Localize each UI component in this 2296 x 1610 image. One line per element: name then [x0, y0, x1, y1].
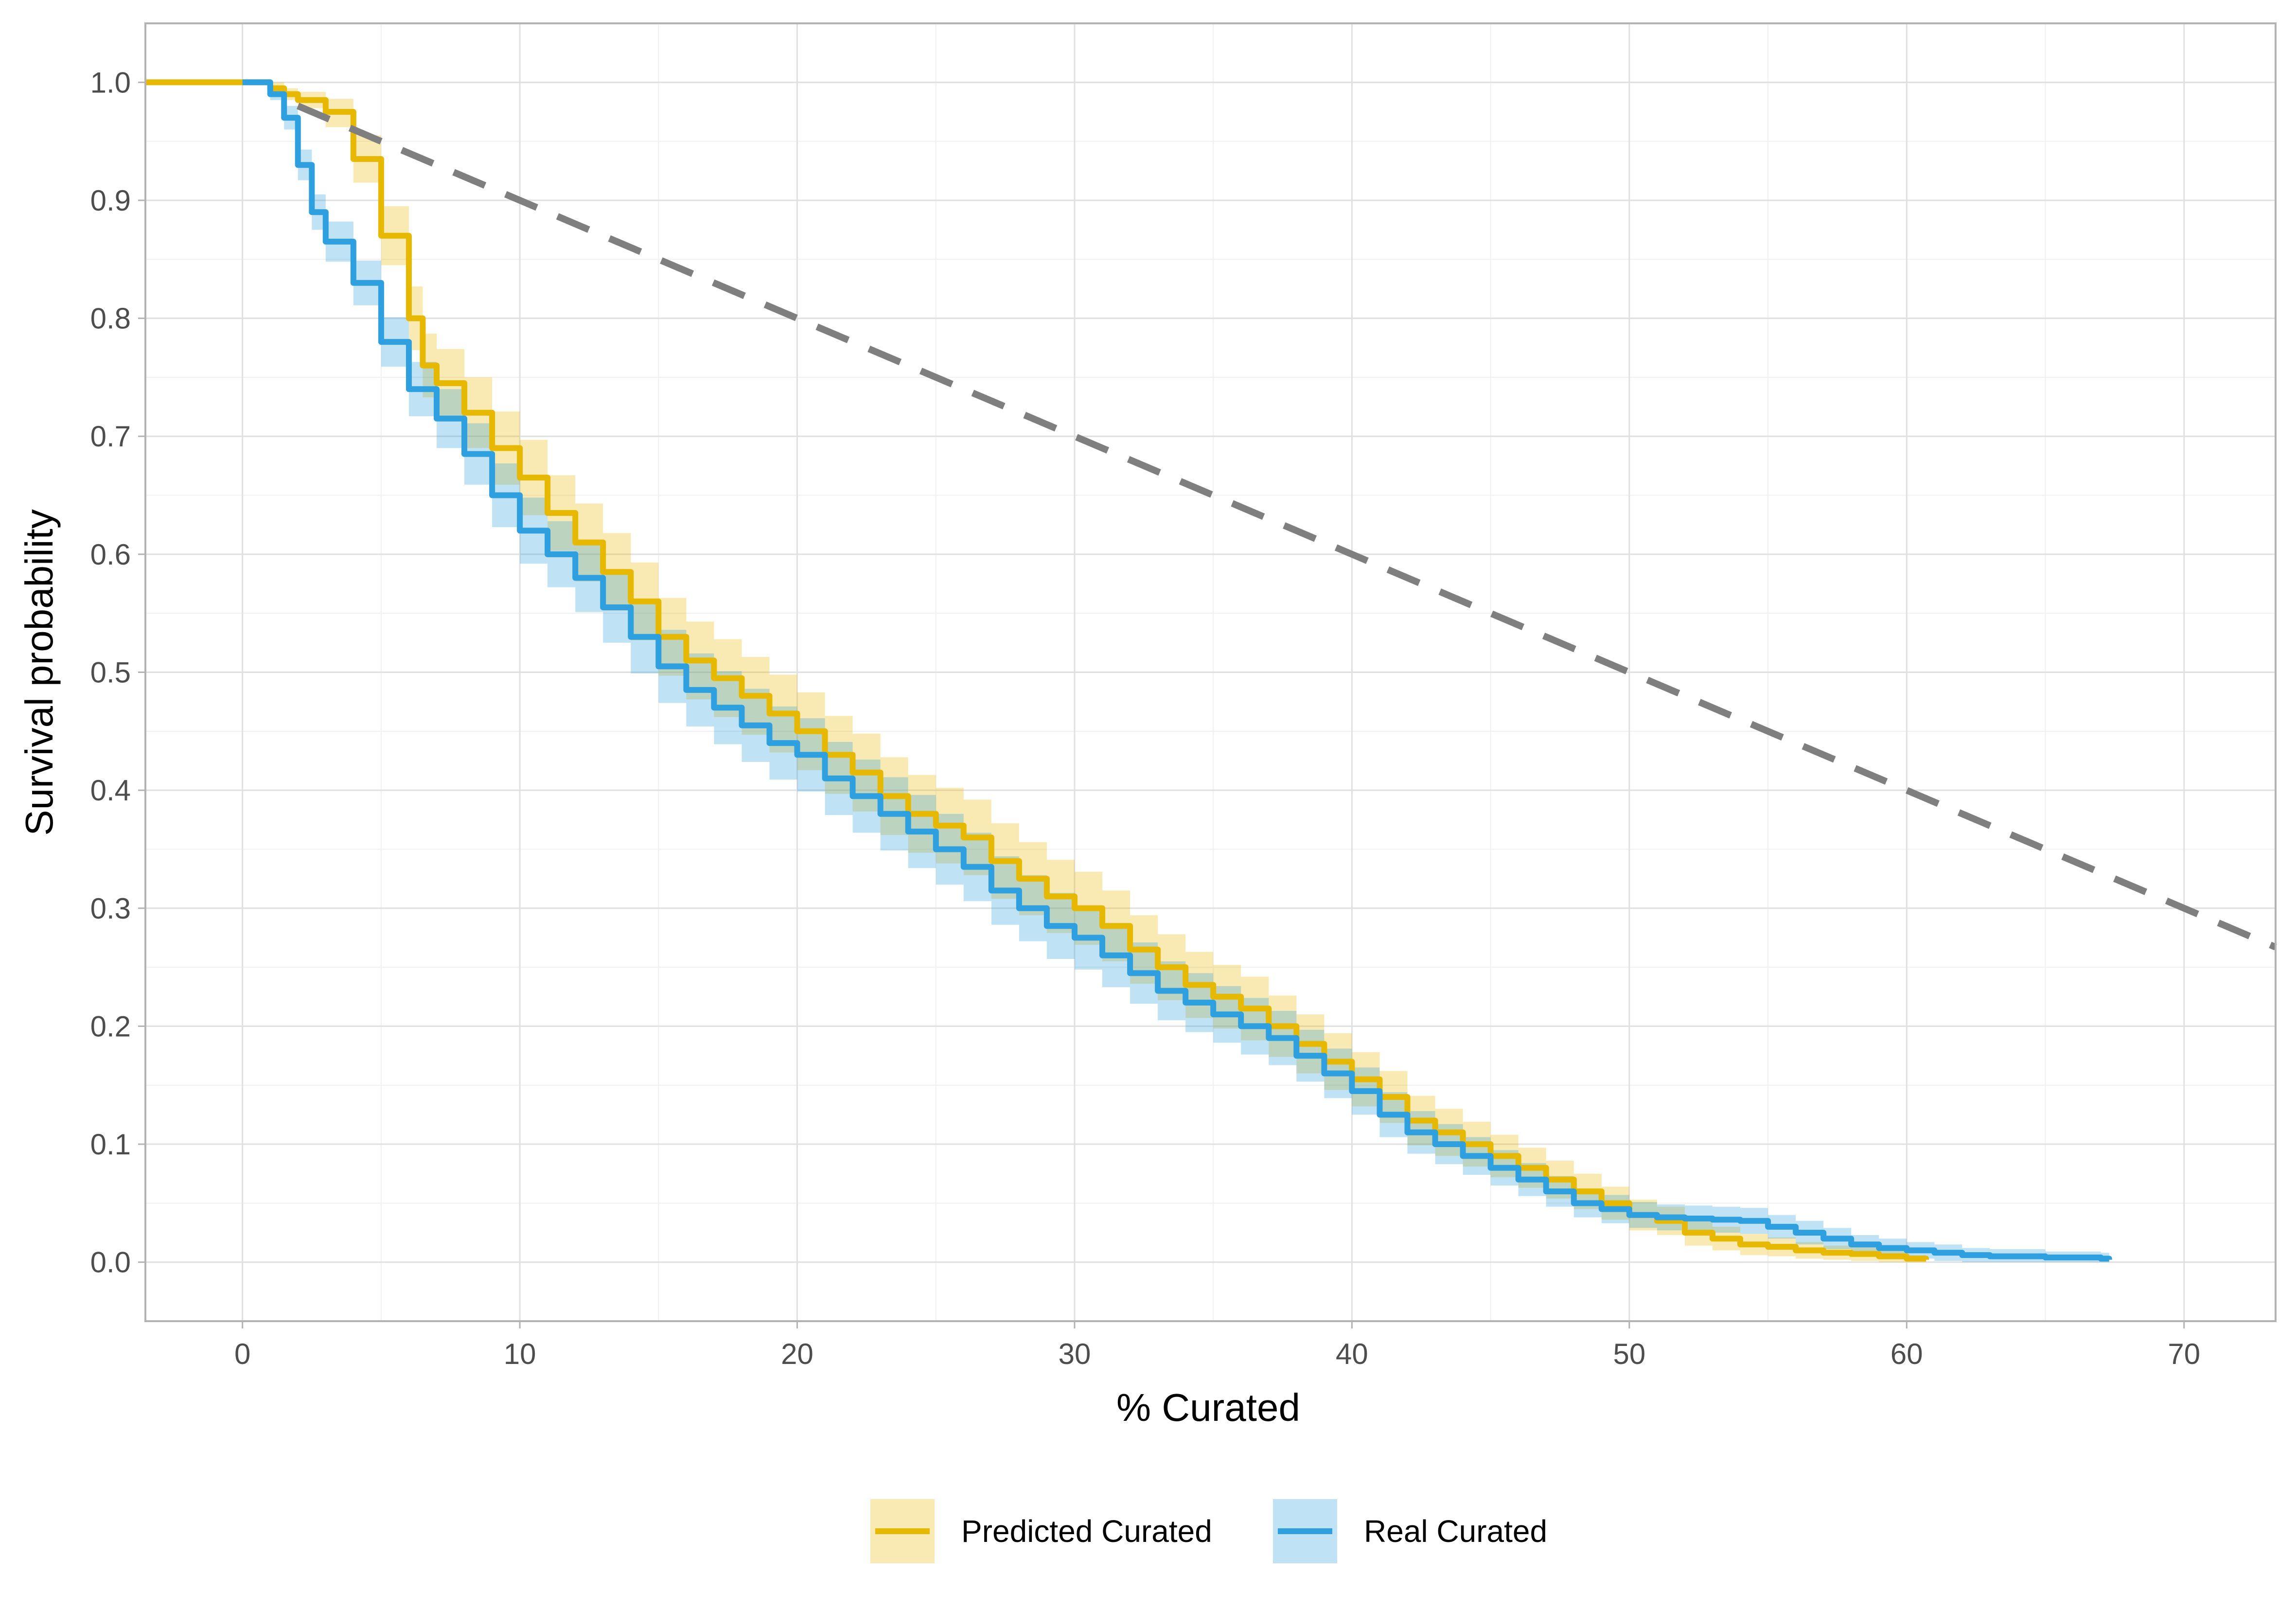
x-tick-label: 30: [1059, 1338, 1091, 1370]
y-tick-label: 0.9: [90, 184, 131, 217]
reference-line-layer: [297, 103, 2277, 951]
y-tick-label: 0.4: [90, 774, 131, 807]
axis-ticks: 0 10 20 30 40 50 60 70 0.0 0.1 0.2 0.3 0.4 0.5 0.6 0.7 0…: [90, 66, 2201, 1370]
survival-curves: [145, 79, 2112, 1262]
y-tick-label: 0.1: [90, 1128, 131, 1161]
y-tick-label: 0.7: [90, 420, 131, 453]
y-axis-title: Survival probability: [18, 509, 61, 835]
legend: Predicted Curated Real Curated: [870, 1499, 1547, 1563]
legend-label-1: Real Curated: [1364, 1514, 1547, 1549]
y-tick-label: 0.0: [90, 1246, 131, 1279]
x-tick-label: 60: [1890, 1338, 1923, 1370]
x-axis-title: % Curated: [1116, 1386, 1300, 1429]
grid-lines: [145, 23, 2276, 1321]
y-tick-label: 0.2: [90, 1010, 131, 1043]
survival-curve-1: [242, 79, 2112, 1262]
x-tick-label: 70: [2168, 1338, 2200, 1370]
y-tick-label: 0.8: [90, 302, 131, 335]
x-tick-label: 0: [234, 1338, 250, 1370]
y-tick-label: 0.3: [90, 892, 131, 925]
reference-line: [297, 103, 2277, 951]
x-tick-label: 50: [1613, 1338, 1645, 1370]
y-tick-label: 1.0: [90, 66, 131, 99]
y-tick-label: 0.6: [90, 538, 131, 571]
legend-label-0: Predicted Curated: [961, 1514, 1212, 1549]
y-tick-label: 0.5: [90, 656, 131, 689]
x-tick-label: 40: [1336, 1338, 1368, 1370]
x-tick-label: 20: [781, 1338, 813, 1370]
x-tick-label: 10: [504, 1338, 536, 1370]
